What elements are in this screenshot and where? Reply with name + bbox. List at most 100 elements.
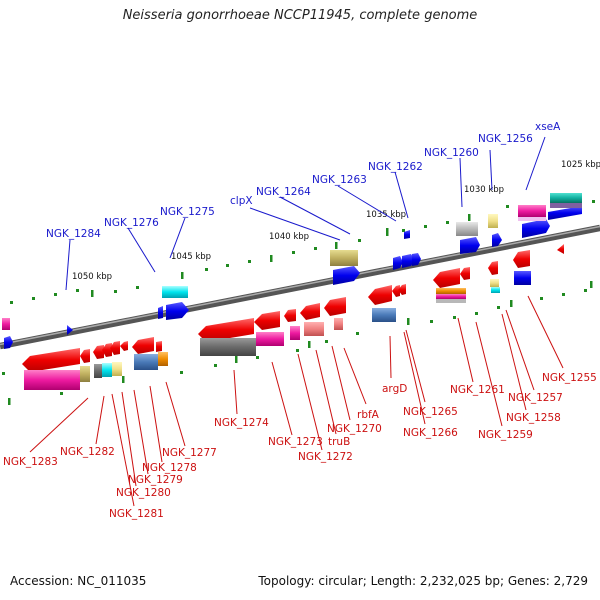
forward-gene-labels: xseA NGK_1256 NGK_1260 NGK_1262 NGK_1263… [46, 121, 561, 240]
gene-arrow [112, 362, 122, 376]
gene-arrow [2, 318, 10, 330]
gene-arrow [491, 287, 500, 293]
gene-arrow [290, 326, 300, 340]
gene-label: NGK_1280 [116, 487, 171, 499]
reverse-leader-lines [29, 295, 564, 507]
gene-arrow [80, 349, 90, 363]
gene-arrow [514, 271, 531, 285]
gene-arrow [460, 237, 480, 254]
gene-arrow [102, 363, 112, 377]
gene-label: NGK_1277 [162, 447, 217, 459]
gene-arrow [372, 308, 396, 322]
gene-label: NGK_1255 [542, 372, 597, 384]
gene-label: NGK_1265 [403, 406, 458, 418]
gene-arrow [67, 325, 73, 335]
genome-backbone [0, 224, 600, 350]
gene-arrow [120, 341, 128, 351]
gene-label: xseA [535, 121, 561, 133]
gene-arrow [330, 250, 358, 266]
gene-arrow [22, 348, 80, 372]
gene-label: NGK_1258 [506, 412, 561, 424]
gene-label: NGK_1256 [478, 133, 533, 145]
gene-label: NGK_1284 [46, 228, 101, 240]
gene-label: NGK_1262 [368, 161, 423, 173]
reverse-gene-labels: NGK_1255 NGK_1257 NGK_1258 NGK_1259 NGK_… [3, 372, 597, 520]
gene-arrow [166, 302, 189, 320]
gene-arrow [513, 250, 530, 268]
gene-arrow [436, 294, 466, 299]
gene-arrow [324, 297, 346, 316]
gene-arrow [557, 244, 564, 254]
gene-arrow [522, 219, 550, 238]
gene-arrow [93, 345, 104, 359]
forward-gene-track [2, 193, 582, 349]
gene-arrow [304, 322, 324, 336]
tick-marks [8, 214, 593, 405]
gene-arrow [433, 268, 460, 288]
gene-arrow [404, 230, 410, 239]
gene-arrow [198, 318, 254, 342]
gene-arrow [488, 214, 498, 228]
gene-label: argD [382, 383, 407, 395]
gene-label: NGK_1283 [3, 456, 58, 468]
forward-leader-lines [65, 136, 546, 291]
gene-arrow [550, 203, 582, 208]
reverse-gene-track [22, 244, 564, 390]
gene-label: NGK_1266 [403, 427, 458, 439]
tick-label: 1050 kbp [72, 272, 112, 282]
gene-arrow [492, 233, 502, 247]
gene-label: truB [328, 436, 350, 448]
gene-arrow [368, 285, 392, 305]
tick-label: 1030 kbp [464, 185, 504, 195]
gene-label: NGK_1279 [128, 474, 183, 486]
gene-arrow [412, 253, 421, 266]
gene-arrow [158, 352, 168, 366]
gene-arrow [518, 217, 546, 221]
tick-label: 1040 kbp [269, 232, 309, 242]
gene-arrow [156, 341, 162, 352]
gene-arrow [398, 284, 406, 295]
gene-label: NGK_1263 [312, 174, 367, 186]
gene-label: rbfA [357, 409, 380, 421]
tick-dots [2, 200, 595, 395]
gene-label: NGK_1259 [478, 429, 533, 441]
map-title: Neisseria gonorrhoeae NCCP11945, complet… [122, 8, 478, 23]
gene-arrow [200, 338, 256, 356]
gene-arrow [254, 311, 280, 330]
gene-label: NGK_1282 [60, 446, 115, 458]
gene-arrow [392, 285, 400, 297]
gene-arrow [490, 279, 499, 287]
gene-arrow [333, 266, 360, 285]
gene-arrow [132, 337, 154, 354]
gene-arrow [94, 364, 102, 378]
gene-arrow [456, 222, 478, 236]
gene-arrow [334, 318, 343, 330]
gene-arrow [550, 193, 582, 203]
gene-arrow [80, 366, 90, 382]
gene-label: NGK_1270 [327, 423, 382, 435]
gene-arrow [134, 354, 158, 370]
gene-label: clpX [230, 195, 253, 207]
gene-arrow [284, 309, 296, 322]
tick-label: 1045 kbp [171, 252, 211, 262]
gene-label: NGK_1264 [256, 186, 311, 198]
gene-arrow [102, 343, 112, 357]
gene-label: NGK_1281 [109, 508, 164, 520]
gene-arrow [488, 261, 498, 275]
gene-arrow [548, 206, 582, 220]
gene-label: NGK_1257 [508, 392, 563, 404]
gene-arrow [393, 256, 403, 270]
gene-arrow [24, 370, 80, 390]
gene-arrow [460, 267, 470, 280]
gene-arrow [110, 341, 120, 355]
gene-arrow [158, 306, 163, 319]
gene-label: NGK_1272 [298, 451, 353, 463]
gene-arrow [300, 303, 320, 320]
gene-arrow [518, 205, 546, 217]
gene-arrow [4, 336, 13, 349]
tick-label: 1025 kbp [561, 160, 600, 170]
gene-label: NGK_1278 [142, 462, 197, 474]
gene-arrow [256, 332, 284, 346]
gene-arrow [436, 299, 466, 303]
